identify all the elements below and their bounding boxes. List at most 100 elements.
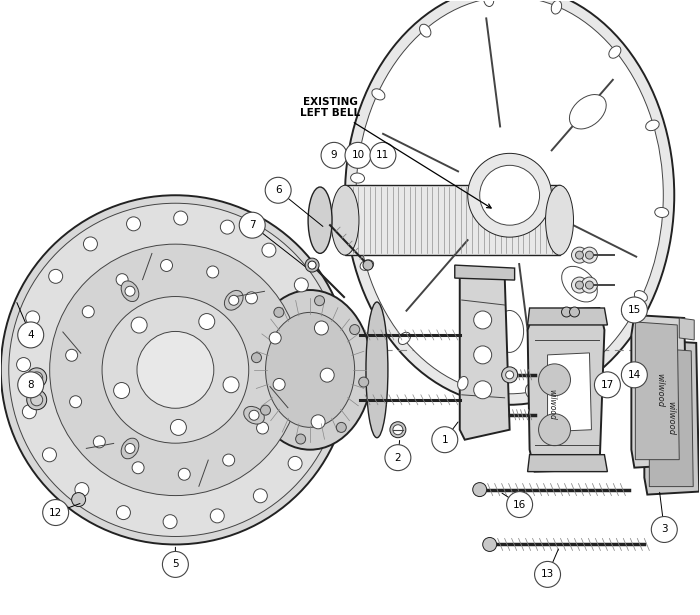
Polygon shape xyxy=(528,454,608,472)
Circle shape xyxy=(538,414,570,446)
Ellipse shape xyxy=(366,302,388,438)
Text: 8: 8 xyxy=(27,380,34,390)
Text: 7: 7 xyxy=(249,220,256,230)
Circle shape xyxy=(480,165,540,225)
Circle shape xyxy=(223,377,239,393)
Circle shape xyxy=(220,220,234,234)
Text: wilwood: wilwood xyxy=(547,389,556,420)
Circle shape xyxy=(561,307,571,317)
Circle shape xyxy=(393,425,403,435)
Circle shape xyxy=(43,499,69,525)
Circle shape xyxy=(312,415,325,429)
Text: 14: 14 xyxy=(628,370,641,380)
Circle shape xyxy=(270,332,281,344)
Circle shape xyxy=(17,357,31,371)
Circle shape xyxy=(535,561,561,587)
Circle shape xyxy=(483,538,497,552)
Circle shape xyxy=(363,260,373,270)
Circle shape xyxy=(474,311,491,329)
Circle shape xyxy=(265,177,291,203)
Circle shape xyxy=(321,143,347,169)
Circle shape xyxy=(27,390,47,410)
Circle shape xyxy=(127,217,141,231)
Polygon shape xyxy=(528,308,608,325)
Circle shape xyxy=(305,258,319,272)
Circle shape xyxy=(294,278,308,292)
Circle shape xyxy=(308,261,316,269)
Ellipse shape xyxy=(225,290,243,310)
Ellipse shape xyxy=(545,185,573,255)
Ellipse shape xyxy=(248,290,372,450)
Text: 11: 11 xyxy=(377,150,390,161)
Circle shape xyxy=(502,367,517,383)
Circle shape xyxy=(18,322,43,348)
Circle shape xyxy=(75,483,89,496)
Circle shape xyxy=(314,296,325,306)
Circle shape xyxy=(571,277,587,293)
Polygon shape xyxy=(528,308,604,472)
Polygon shape xyxy=(547,353,591,432)
Circle shape xyxy=(163,515,177,529)
Ellipse shape xyxy=(265,312,355,427)
Text: 4: 4 xyxy=(27,330,34,340)
Ellipse shape xyxy=(526,384,536,398)
Circle shape xyxy=(575,281,584,289)
Circle shape xyxy=(18,372,43,398)
Circle shape xyxy=(350,325,360,335)
Ellipse shape xyxy=(356,0,664,394)
Circle shape xyxy=(174,211,188,225)
Polygon shape xyxy=(636,322,679,459)
Ellipse shape xyxy=(419,24,431,37)
Text: wilwood: wilwood xyxy=(667,401,676,435)
Circle shape xyxy=(274,308,284,317)
Circle shape xyxy=(473,483,486,496)
Circle shape xyxy=(69,395,82,408)
Text: 13: 13 xyxy=(541,569,554,579)
Circle shape xyxy=(570,307,580,317)
Circle shape xyxy=(288,456,302,470)
Text: 16: 16 xyxy=(513,499,526,510)
Polygon shape xyxy=(223,355,248,385)
Circle shape xyxy=(246,292,258,304)
Circle shape xyxy=(345,143,371,169)
Ellipse shape xyxy=(372,89,385,100)
Ellipse shape xyxy=(634,290,648,302)
Ellipse shape xyxy=(645,120,659,130)
Circle shape xyxy=(468,153,552,237)
Polygon shape xyxy=(455,265,514,280)
Circle shape xyxy=(125,286,135,296)
Circle shape xyxy=(575,251,584,259)
Circle shape xyxy=(336,423,346,432)
Circle shape xyxy=(1,195,350,544)
Ellipse shape xyxy=(561,266,597,302)
Circle shape xyxy=(370,143,396,169)
Circle shape xyxy=(71,493,85,507)
Circle shape xyxy=(83,306,94,318)
Circle shape xyxy=(358,377,369,387)
Circle shape xyxy=(132,462,144,474)
Ellipse shape xyxy=(551,1,561,14)
Text: EXISTING
LEFT BELL: EXISTING LEFT BELL xyxy=(300,97,491,208)
Circle shape xyxy=(170,419,186,435)
Ellipse shape xyxy=(308,187,332,253)
Text: 10: 10 xyxy=(351,150,365,161)
Ellipse shape xyxy=(589,354,600,367)
Circle shape xyxy=(582,247,597,263)
Circle shape xyxy=(257,422,269,434)
Circle shape xyxy=(538,364,570,396)
Text: 5: 5 xyxy=(172,560,178,569)
Ellipse shape xyxy=(484,0,494,7)
Circle shape xyxy=(582,277,597,293)
Circle shape xyxy=(239,212,265,238)
Circle shape xyxy=(31,372,43,384)
Circle shape xyxy=(249,410,259,420)
Text: 17: 17 xyxy=(601,380,614,390)
Circle shape xyxy=(320,368,334,382)
Circle shape xyxy=(390,422,406,438)
Ellipse shape xyxy=(654,207,668,218)
Circle shape xyxy=(229,295,239,305)
Circle shape xyxy=(116,506,130,520)
Circle shape xyxy=(251,352,262,363)
Circle shape xyxy=(125,443,135,453)
Circle shape xyxy=(22,405,36,419)
